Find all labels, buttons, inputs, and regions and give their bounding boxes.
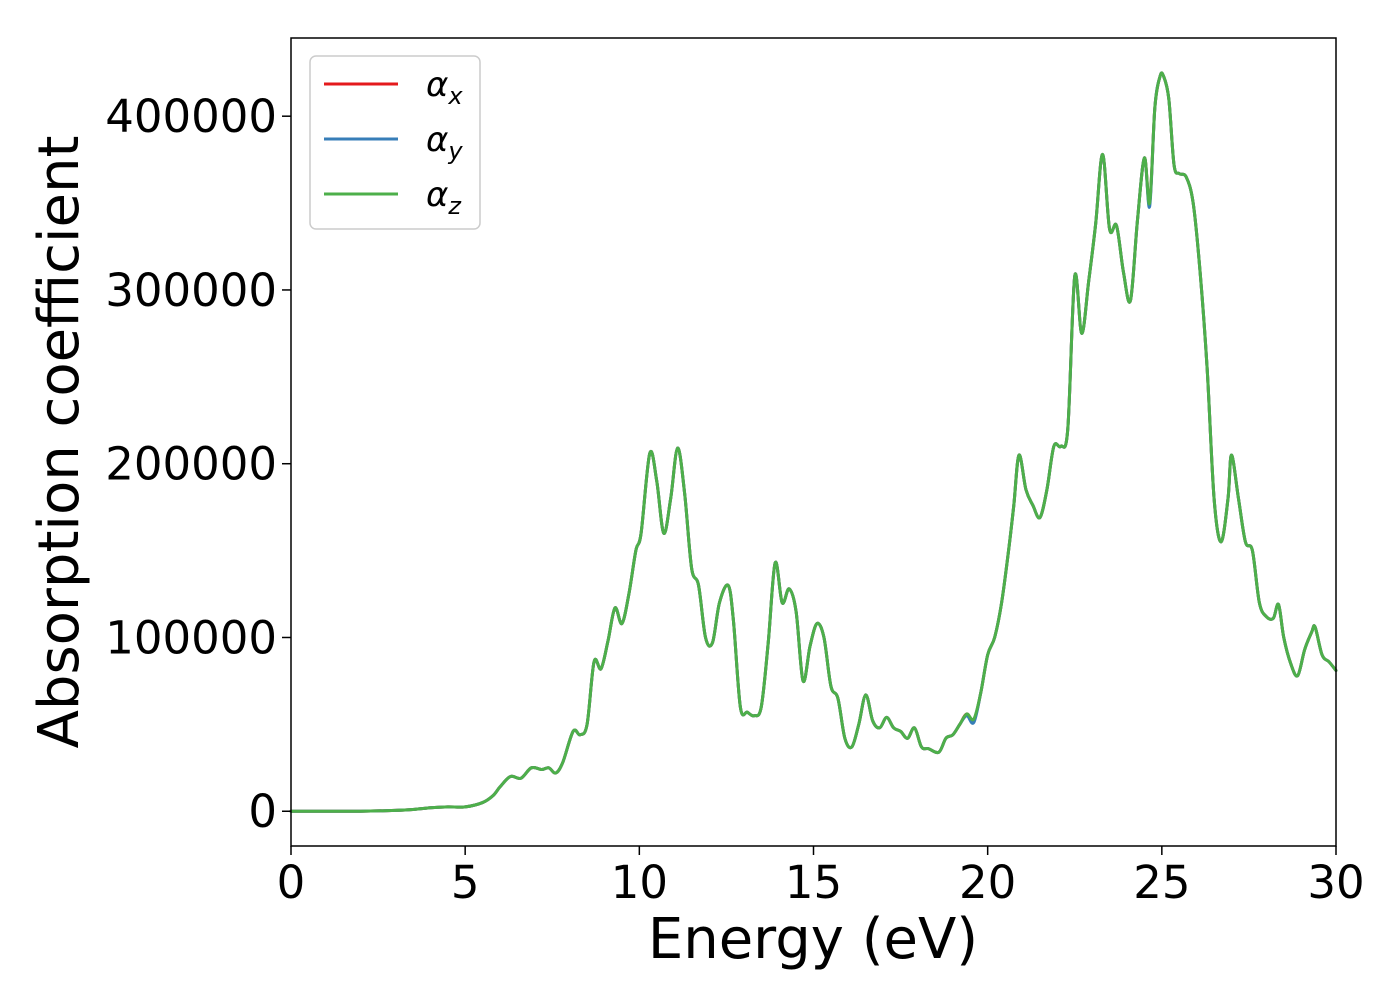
x-axis-title: Energy (eV) [648,907,978,972]
y-tick-label: 0 [248,785,277,838]
x-tick-label: 25 [1133,856,1190,909]
x-axis-ticks: 0 5 10 15 20 25 30 [277,846,1365,909]
series-line-alpha-z [289,71,1338,813]
y-tick-label: 400000 [105,90,277,143]
x-tick-label: 30 [1307,856,1364,909]
y-tick-label: 100000 [105,611,277,664]
legend: αx αy αz [309,55,481,230]
x-tick-label: 20 [959,856,1016,909]
y-tick-label: 200000 [105,438,277,491]
x-tick-label: 10 [611,856,668,909]
legend-label: αz [426,175,462,220]
legend-label: αx [426,65,463,110]
legend-box [309,55,481,230]
x-tick-label: 15 [785,856,842,909]
y-tick-label: 300000 [105,264,277,317]
y-axis-title: Absorption coefficient [27,136,92,749]
series-layer [289,71,1338,813]
x-tick-label: 5 [451,856,480,909]
legend-label: αy [426,120,463,165]
y-axis-ticks: 0 100000 200000 300000 400000 [105,90,291,838]
x-tick-label: 0 [277,856,306,909]
